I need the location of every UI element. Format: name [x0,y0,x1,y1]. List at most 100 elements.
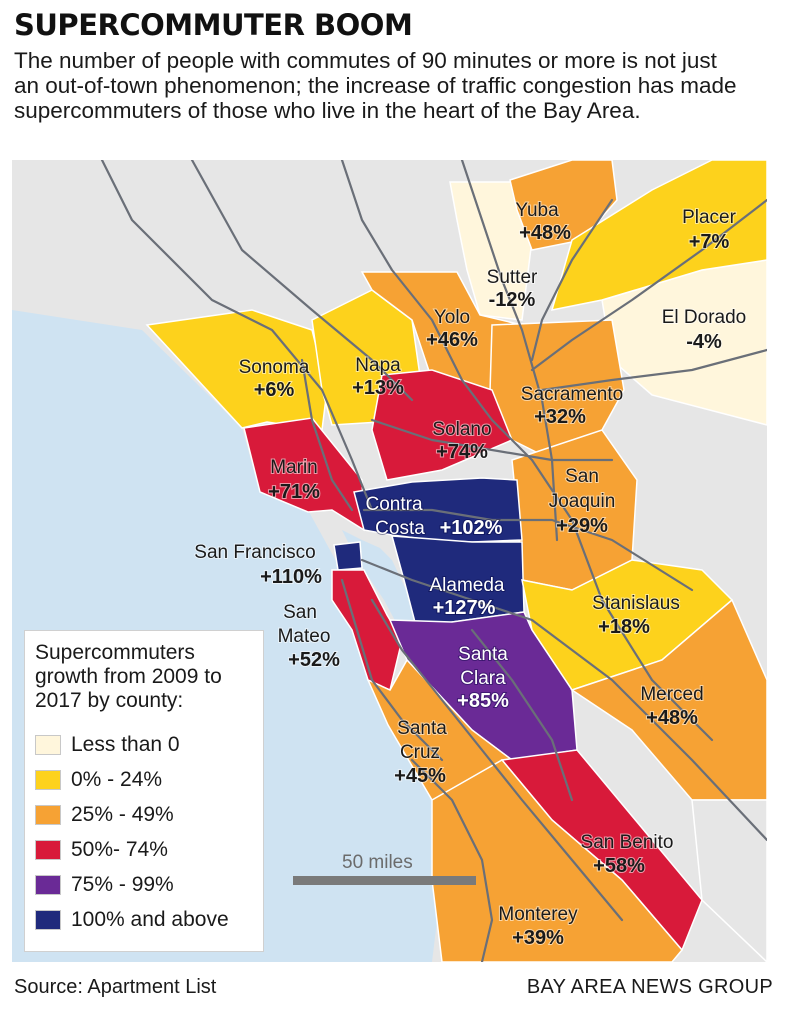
label-alameda-name: Alameda [430,575,505,596]
legend-label: 50%- 74% [71,837,168,861]
legend-item: 75% - 99% [35,867,253,902]
label-yolo: Yolo +46% [425,306,479,352]
label-merced: Merced +48% [639,683,704,730]
label-santa-clara-name-2: Clara [460,668,506,689]
label-santa-cruz-name-2: Cruz [400,742,440,763]
legend-item: Less than 0 [35,727,253,762]
label-san-benito: San Benito +58% [580,831,675,878]
label-sonoma: Sonoma +6% [238,356,311,402]
legend-swatch [35,769,61,790]
label-san-mateo: San Mateo +52% [277,601,341,672]
label-san-francisco-value: +110% [260,566,322,588]
label-monterey: Monterey +39% [497,903,579,950]
legend-item: 0% - 24% [35,762,253,797]
label-merced-value: +48% [646,707,698,729]
county-merced [570,598,767,801]
label-el-dorado: El Dorado -4% [661,306,748,354]
label-yuba: Yuba +48% [514,199,572,245]
label-napa: Napa +13% [351,354,405,400]
label-yolo-value: +46% [426,329,478,351]
label-sacramento-value: +32% [534,406,586,428]
label-contra-costa: Contra Costa +102% [364,493,503,540]
label-alameda-value: +127% [433,597,496,619]
label-monterey-name: Monterey [498,904,578,925]
label-placer-value: +7% [689,231,730,253]
legend-item: 50%- 74% [35,832,253,867]
label-san-joaquin: San Joaquin +29% [548,465,617,538]
legend-item: 25% - 49% [35,797,253,832]
label-stanislaus: Stanislaus +18% [591,592,681,639]
label-sutter: Sutter -12% [486,266,539,312]
legend-label: 75% - 99% [71,872,174,896]
legend-label: Less than 0 [71,732,180,756]
label-el-dorado-value: -4% [686,331,722,353]
label-contra-costa-name-2: Costa [375,518,425,539]
label-san-benito-value: +58% [593,855,645,877]
label-san-joaquin-value: +29% [556,515,608,537]
label-sonoma-value: +6% [254,379,295,401]
legend-swatch [35,874,61,895]
label-sonoma-name: Sonoma [239,357,310,378]
label-sutter-name: Sutter [487,267,538,288]
legend: Supercommuters growth from 2009 to 2017 … [24,630,264,952]
label-solano-value: +74% [436,441,488,463]
label-santa-clara-value: +85% [457,690,509,712]
label-santa-clara-name-1: Santa [458,644,508,665]
label-sutter-value: -12% [489,289,536,311]
label-santa-cruz-name-1: Santa [397,718,447,739]
label-sacramento: Sacramento +32% [520,383,624,429]
label-san-francisco: San Francisco +110% [193,541,323,589]
legend-swatch [35,734,61,755]
legend-label: 100% and above [71,907,229,931]
label-alameda: Alameda +127% [429,574,506,620]
label-placer: Placer +7% [681,206,738,254]
label-santa-cruz: Santa Cruz +45% [393,717,448,788]
legend-swatch [35,909,61,930]
county-san-francisco [333,541,363,571]
legend-item: 100% and above [35,902,253,937]
legend-label: 25% - 49% [71,802,174,826]
county-marin [243,417,365,532]
legend-swatch [35,839,61,860]
label-san-mateo-name-1: San [283,602,317,623]
label-el-dorado-name: El Dorado [662,307,747,328]
legend-swatch [35,804,61,825]
legend-label: 0% - 24% [71,767,163,791]
label-napa-value: +13% [352,377,404,399]
county-solano [371,369,513,481]
label-san-mateo-name-2: Mateo [278,626,331,647]
label-contra-costa-name-1: Contra [365,494,422,515]
label-santa-clara: Santa Clara +85% [456,643,510,713]
credit-line: BAY AREA NEWS GROUP [526,976,773,998]
label-merced-name: Merced [640,684,703,705]
label-yuba-name: Yuba [515,200,559,221]
label-marin: Marin +71% [267,456,321,504]
county-monterey [431,759,683,962]
label-santa-cruz-value: +45% [394,765,446,787]
label-solano: Solano +74% [431,418,492,464]
legend-title: Supercommuters growth from 2009 to 2017 … [35,641,222,712]
label-placer-name: Placer [682,207,737,228]
scale-bar [293,876,476,885]
label-stanislaus-value: +18% [598,616,650,638]
map-title: SUPERCOMMUTER BOOM [14,8,413,42]
label-san-francisco-name: San Francisco [194,542,315,563]
label-san-joaquin-name-2: Joaquin [549,491,616,512]
scale-bar-label: 50 miles [342,852,413,873]
label-marin-value: +71% [268,481,320,503]
map-subtitle: The number of people with commutes of 90… [14,48,737,123]
label-stanislaus-name: Stanislaus [592,593,680,614]
highway-network [100,160,767,962]
label-san-mateo-value: +52% [288,649,340,671]
label-yolo-name: Yolo [434,307,470,328]
label-contra-costa-value: +102% [440,517,503,539]
label-marin-name: Marin [270,457,318,478]
label-san-joaquin-name-1: San [565,466,599,487]
label-sacramento-name: Sacramento [521,384,623,405]
label-solano-name: Solano [432,419,491,440]
source-note: Source: Apartment List [14,976,217,998]
label-yuba-value: +48% [519,222,571,244]
county-placer [550,160,767,311]
county-fresno [691,799,767,962]
label-napa-name: Napa [355,355,401,376]
